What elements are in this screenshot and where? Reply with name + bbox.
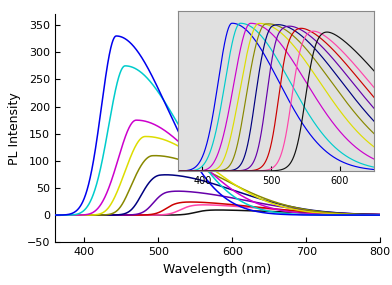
Y-axis label: PL Intensity: PL Intensity [8, 92, 21, 165]
X-axis label: Wavelength (nm): Wavelength (nm) [163, 263, 272, 276]
